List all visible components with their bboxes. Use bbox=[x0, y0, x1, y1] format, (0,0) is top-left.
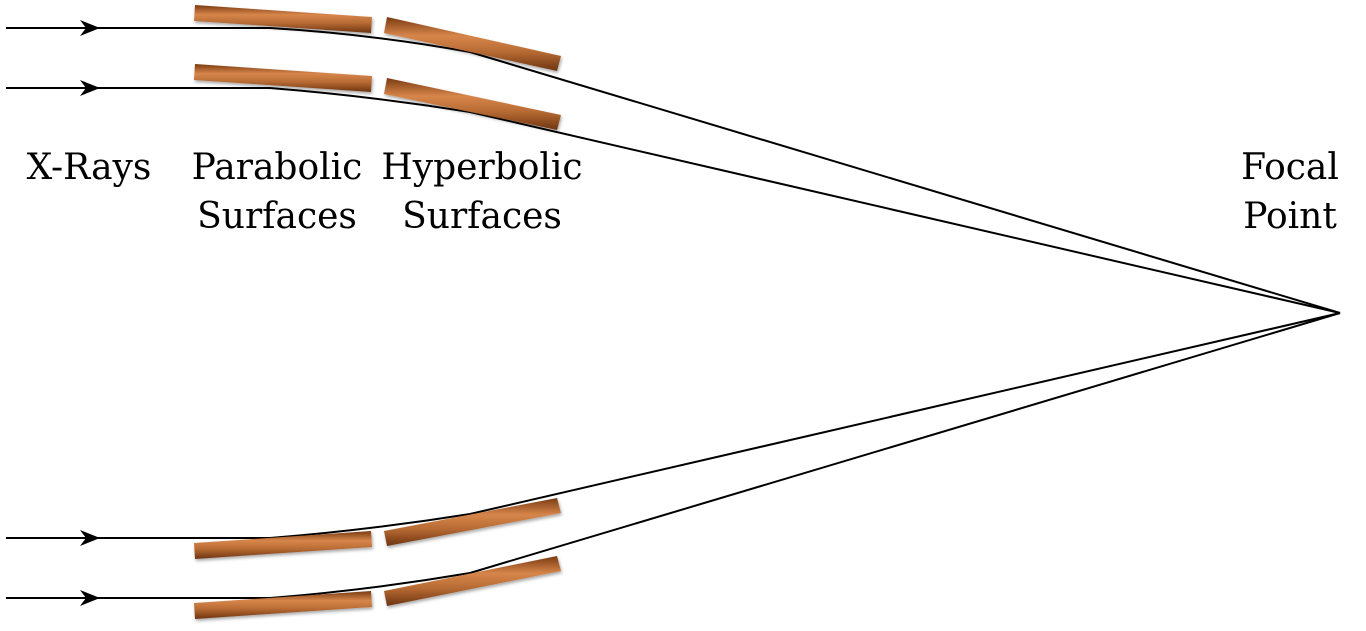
labels: X-Rays Parabolic Surfaces Hyperbolic Sur… bbox=[27, 147, 1339, 237]
arrow-icon bbox=[80, 20, 100, 36]
parabolic-surfaces bbox=[194, 5, 372, 619]
arrow-icon bbox=[80, 590, 100, 606]
parabolic-label-line1: Parabolic bbox=[192, 147, 363, 188]
parabolic-mirror-bottom-1 bbox=[194, 531, 372, 559]
hyperbolic-mirror-bottom-2 bbox=[384, 556, 561, 606]
incoming-rays bbox=[6, 20, 270, 606]
parabolic-mirror-top-2 bbox=[194, 64, 372, 92]
parabolic-label-line2: Surfaces bbox=[197, 196, 357, 237]
xrays-label: X-Rays bbox=[27, 147, 152, 188]
hyperbolic-mirror-top-1 bbox=[384, 17, 561, 71]
parabolic-mirror-bottom-2 bbox=[194, 591, 372, 619]
reflected-ray-2 bbox=[269, 87, 1341, 314]
reflected-rays bbox=[269, 27, 1341, 599]
hyperbolic-surfaces bbox=[384, 17, 561, 606]
reflected-ray-4 bbox=[269, 312, 1341, 599]
hyperbolic-mirror-bottom-1 bbox=[384, 498, 561, 546]
arrow-icon bbox=[80, 530, 100, 546]
reflected-ray-3 bbox=[269, 312, 1341, 539]
focal-label-line1: Focal bbox=[1241, 147, 1339, 188]
focal-label-line2: Point bbox=[1243, 196, 1337, 237]
hyperbolic-mirror-top-2 bbox=[384, 78, 561, 130]
parabolic-mirror-top-1 bbox=[194, 5, 372, 33]
hyperbolic-label-line1: Hyperbolic bbox=[381, 147, 582, 188]
arrow-icon bbox=[80, 80, 100, 96]
reflected-ray-1 bbox=[269, 27, 1341, 314]
hyperbolic-label-line2: Surfaces bbox=[402, 196, 562, 237]
